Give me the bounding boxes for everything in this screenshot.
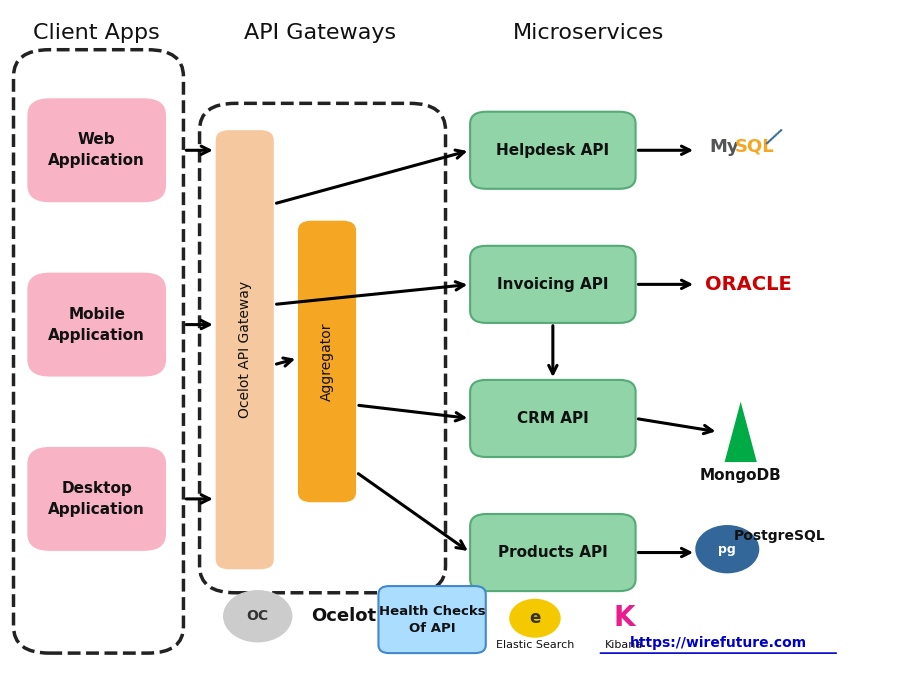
Text: /: / (764, 124, 783, 149)
FancyBboxPatch shape (470, 514, 635, 591)
Text: CRM API: CRM API (517, 411, 589, 426)
Circle shape (696, 526, 759, 573)
Text: K: K (614, 604, 635, 632)
Text: Desktop
Application: Desktop Application (49, 481, 145, 517)
Text: Ocelot: Ocelot (311, 607, 376, 625)
Text: Health Checks
Of API: Health Checks Of API (379, 604, 485, 635)
FancyBboxPatch shape (470, 112, 635, 189)
Text: MongoDB: MongoDB (700, 468, 781, 483)
FancyBboxPatch shape (27, 272, 166, 377)
FancyBboxPatch shape (27, 447, 166, 551)
FancyBboxPatch shape (298, 220, 356, 502)
FancyBboxPatch shape (378, 586, 486, 653)
Text: API Gateways: API Gateways (244, 23, 396, 43)
Text: ORACLE: ORACLE (705, 275, 792, 294)
Text: My: My (709, 138, 739, 156)
FancyBboxPatch shape (216, 130, 274, 569)
Text: Ocelot API Gateway: Ocelot API Gateway (238, 281, 252, 418)
Text: Helpdesk API: Helpdesk API (496, 143, 609, 158)
Text: Elastic Search: Elastic Search (496, 640, 574, 650)
FancyBboxPatch shape (470, 246, 635, 323)
FancyBboxPatch shape (470, 380, 635, 457)
Circle shape (510, 600, 560, 637)
Text: Aggregator: Aggregator (320, 322, 334, 401)
FancyBboxPatch shape (27, 98, 166, 202)
Text: https://wirefuture.com: https://wirefuture.com (630, 636, 807, 650)
Circle shape (224, 591, 292, 642)
Text: PostgreSQL: PostgreSQL (734, 529, 825, 543)
Text: pg: pg (718, 543, 736, 556)
Text: Products API: Products API (498, 545, 608, 560)
Text: Kibana: Kibana (606, 640, 644, 650)
Text: OC: OC (247, 609, 269, 623)
Text: Mobile
Application: Mobile Application (49, 307, 145, 343)
Text: e: e (529, 609, 541, 627)
Text: Invoicing API: Invoicing API (497, 277, 608, 292)
Polygon shape (724, 402, 757, 462)
Text: SQL: SQL (734, 138, 774, 156)
Text: Client Apps: Client Apps (33, 23, 160, 43)
Text: Web
Application: Web Application (49, 132, 145, 168)
Text: Microservices: Microservices (513, 23, 664, 43)
